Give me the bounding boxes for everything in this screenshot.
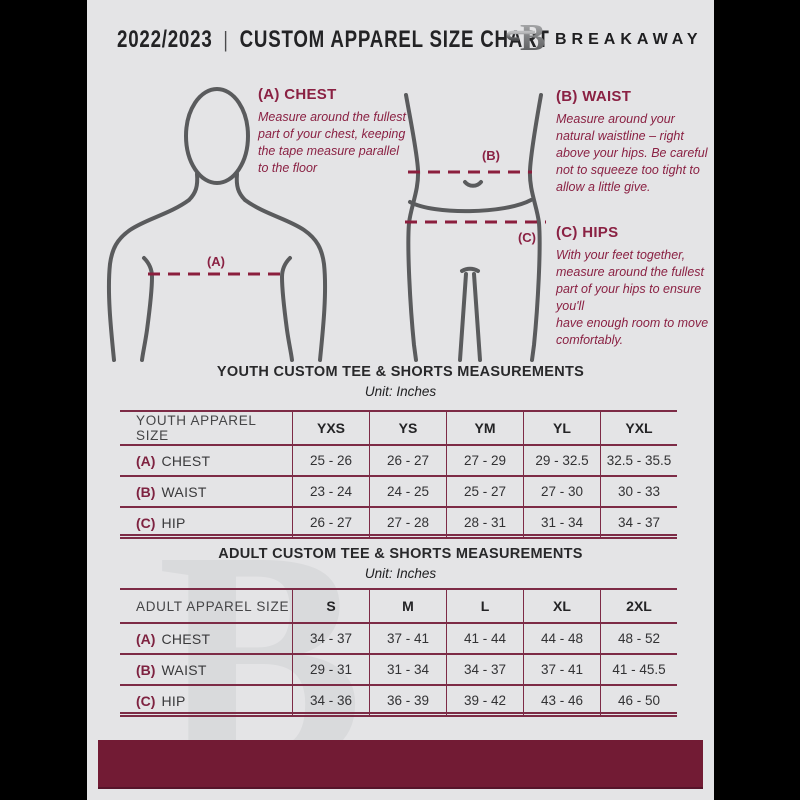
table-row-chest: (A) CHEST 25 - 26 26 - 27 27 - 29 29 - 3… (120, 446, 677, 477)
cell: 43 - 46 (523, 686, 600, 715)
column-header: YS (369, 412, 446, 444)
column-header: YM (446, 412, 523, 444)
cell: 25 - 27 (446, 477, 523, 506)
cell: 34 - 37 (446, 655, 523, 684)
upper-torso-figure: (A) (106, 87, 328, 362)
adult-table-header-row: ADULT APPAREL SIZE S M L XL 2XL (120, 590, 677, 624)
table-row-waist: (B) WAIST 23 - 24 24 - 25 25 - 27 27 - 3… (120, 477, 677, 508)
cell: 27 - 29 (446, 446, 523, 475)
waist-heading: (B) WAIST (556, 88, 632, 105)
chest-label: (A) (207, 254, 225, 269)
logo-letter: B (520, 17, 545, 59)
cell: 26 - 27 (292, 508, 369, 537)
cell: 25 - 26 (292, 446, 369, 475)
cell: 48 - 52 (600, 624, 677, 653)
cell: 41 - 45.5 (600, 655, 677, 684)
cell: 34 - 37 (600, 508, 677, 537)
cell: 23 - 24 (292, 477, 369, 506)
cell: 29 - 31 (292, 655, 369, 684)
chest-heading: (A) CHEST (258, 86, 337, 103)
adult-table-underline (120, 712, 677, 714)
cell: 30 - 33 (600, 477, 677, 506)
cell: 27 - 30 (523, 477, 600, 506)
document-title: 2022/2023 | CUSTOM APPAREL SIZE CHART (117, 26, 550, 54)
column-header: YXS (292, 412, 369, 444)
hips-label: (C) (518, 230, 536, 245)
cell: 29 - 32.5 (523, 446, 600, 475)
cell: 37 - 41 (523, 655, 600, 684)
table-row-chest: (A) CHEST 34 - 37 37 - 41 41 - 44 44 - 4… (120, 624, 677, 655)
cell: 37 - 41 (369, 624, 446, 653)
row-label: (B) WAIST (136, 661, 207, 678)
column-header: YOUTH APPAREL SIZE (136, 413, 257, 443)
footer-bar (98, 740, 703, 789)
chest-instructions: Measure around the fullest part of your … (258, 110, 407, 175)
cell: 34 - 37 (292, 624, 369, 653)
document-page: 2022/2023 | CUSTOM APPAREL SIZE CHART B … (87, 0, 714, 800)
youth-table-underline (120, 534, 677, 536)
column-header: ADULT APPAREL SIZE (136, 598, 290, 614)
cell: 36 - 39 (369, 686, 446, 715)
hips-instructions: With your feet together, measure around … (556, 248, 709, 347)
cell: 44 - 48 (523, 624, 600, 653)
column-header: YXL (600, 412, 677, 444)
waist-instructions: Measure around your natural waistline – … (556, 112, 708, 194)
row-label: (B) WAIST (136, 483, 207, 500)
cell: 31 - 34 (523, 508, 600, 537)
title-separator: | (223, 27, 229, 52)
cell: 31 - 34 (369, 655, 446, 684)
youth-unit-label: Unit: Inches (364, 384, 437, 399)
row-label: (C) HIP (136, 692, 186, 709)
cell: 27 - 28 (369, 508, 446, 537)
youth-table-header-row: YOUTH APPAREL SIZE YXS YS YM YL YXL (120, 412, 677, 446)
title-main: CUSTOM APPAREL SIZE CHART (239, 26, 550, 53)
title-year: 2022/2023 (117, 26, 213, 53)
column-header: L (446, 590, 523, 622)
hips-heading: (C) HIPS (556, 224, 619, 241)
row-label: (A) CHEST (136, 630, 211, 647)
adult-unit-label: Unit: Inches (364, 566, 437, 581)
cell: 39 - 42 (446, 686, 523, 715)
cell: 34 - 36 (292, 686, 369, 715)
brand-name: BREAKAWAY (555, 31, 703, 48)
column-header: XL (523, 590, 600, 622)
lower-torso-figure: (B) (C) (404, 93, 546, 362)
table-row-hip: (C) HIP 26 - 27 27 - 28 28 - 31 31 - 34 … (120, 508, 677, 539)
cell: 28 - 31 (446, 508, 523, 537)
column-header: M (369, 590, 446, 622)
table-row-hip: (C) HIP 34 - 36 36 - 39 39 - 42 43 - 46 … (120, 686, 677, 717)
column-header: 2XL (600, 590, 677, 622)
waist-label: (B) (482, 148, 500, 163)
adult-size-table: ADULT APPAREL SIZE S M L XL 2XL (A) CHES… (120, 588, 677, 717)
youth-size-table: YOUTH APPAREL SIZE YXS YS YM YL YXL (A) … (120, 410, 677, 539)
row-label: (C) HIP (136, 514, 186, 531)
breakaway-logo-icon: B (504, 16, 550, 65)
row-label: (A) CHEST (136, 452, 211, 469)
table-row-waist: (B) WAIST 29 - 31 31 - 34 34 - 37 37 - 4… (120, 655, 677, 686)
column-header: YL (523, 412, 600, 444)
adult-section-title: ADULT CUSTOM TEE & SHORTS MEASUREMENTS (218, 546, 583, 562)
youth-section-title: YOUTH CUSTOM TEE & SHORTS MEASUREMENTS (216, 364, 585, 380)
cell: 26 - 27 (369, 446, 446, 475)
cell: 32.5 - 35.5 (600, 446, 677, 475)
cell: 41 - 44 (446, 624, 523, 653)
column-header: S (292, 590, 369, 622)
cell: 46 - 50 (600, 686, 677, 715)
cell: 24 - 25 (369, 477, 446, 506)
